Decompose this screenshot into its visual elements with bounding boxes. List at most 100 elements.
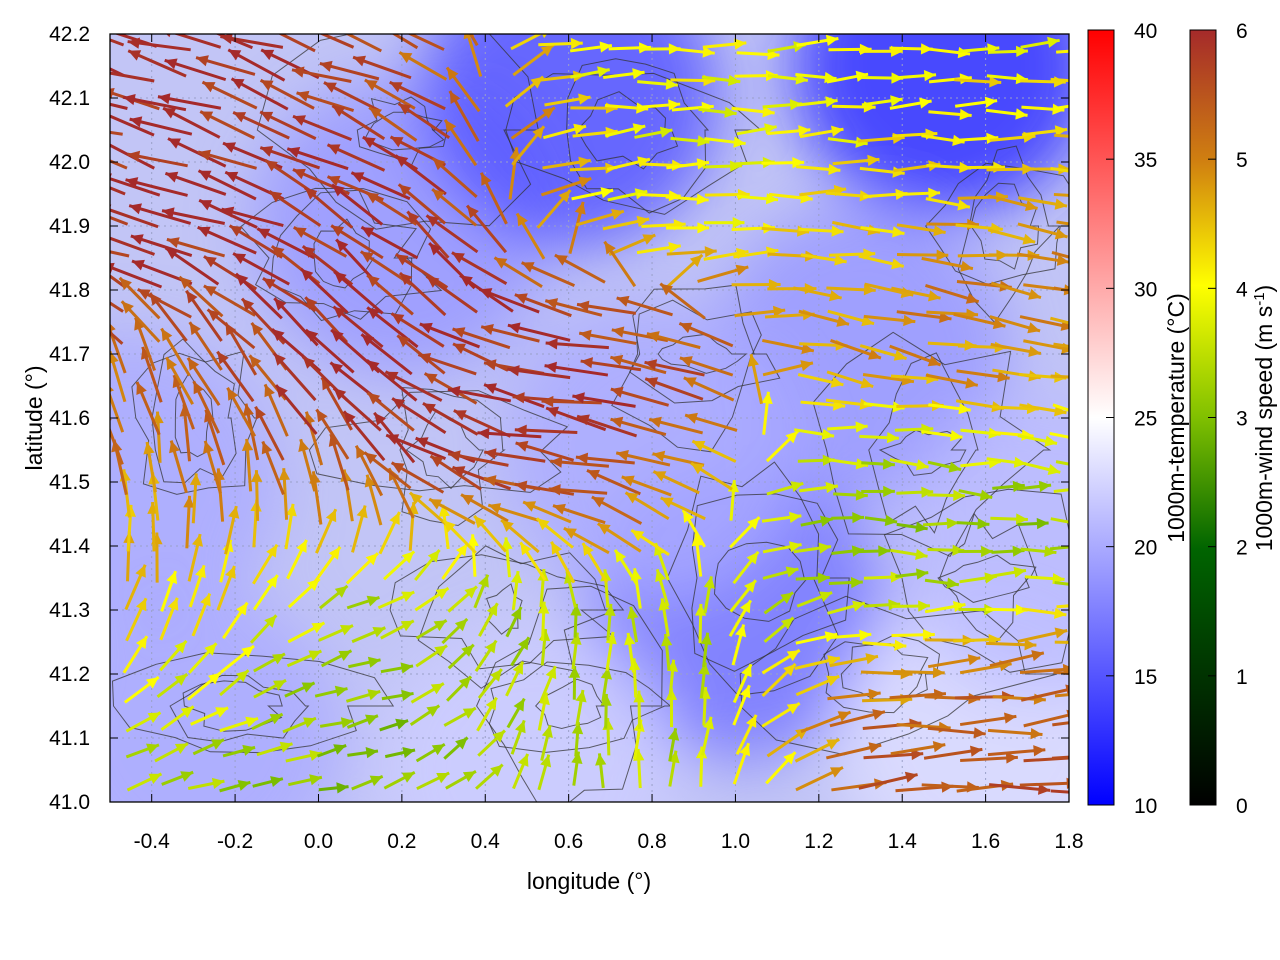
wind-vector-head: [882, 458, 895, 470]
wind-vector: [256, 227, 315, 260]
wind-vector-head: [830, 376, 844, 388]
wind-vector-head: [110, 139, 111, 141]
wind-vector-head: [903, 314, 916, 327]
wind-vector: [383, 770, 416, 790]
wind-vector-head: [928, 187, 941, 199]
wind-vector-head: [933, 225, 946, 237]
wind-vector: [761, 391, 773, 435]
wind-vector: [637, 78, 678, 90]
wind-vector: [595, 753, 607, 789]
wind-vector-head: [624, 633, 636, 646]
wind-vector-head: [580, 357, 593, 369]
wind-vector-head: [367, 275, 380, 287]
wind-vector-head: [514, 293, 528, 304]
wind-vector-head: [236, 602, 248, 616]
wind-vector: [921, 429, 963, 442]
wind-vector-head: [610, 354, 624, 366]
wind-vector: [627, 606, 639, 643]
wind-vector: [110, 38, 125, 47]
wind-vector-head: [402, 747, 415, 759]
wind-vector-shaft: [173, 34, 222, 49]
wind-vector: [443, 736, 469, 760]
wind-vector-head: [261, 49, 275, 61]
wind-vector: [346, 595, 380, 610]
wind-vector-head: [826, 675, 840, 687]
wind-vector-head: [364, 80, 378, 91]
wind-vector-head: [665, 78, 678, 90]
wind-vector-head: [308, 650, 322, 661]
wind-vector: [224, 505, 240, 555]
contour-line: [939, 512, 1039, 643]
wind-vector: [161, 207, 226, 225]
wind-vector-head: [208, 672, 221, 685]
wind-vector: [451, 465, 512, 491]
wind-vector-head: [739, 743, 751, 757]
wind-vector: [320, 649, 353, 668]
wind-vector-shaft: [1050, 517, 1069, 524]
wind-vector: [1053, 488, 1069, 493]
wind-vector-head: [697, 135, 710, 147]
wind-vector-head: [136, 598, 147, 612]
wind-vector-head: [819, 591, 833, 602]
wind-vector: [364, 474, 383, 526]
y-tick-label: 41.2: [49, 663, 90, 686]
wind-vector: [691, 439, 737, 463]
wind-vector-head: [1033, 745, 1046, 757]
wind-vector-head: [309, 774, 322, 786]
wind-vector-head: [186, 290, 198, 304]
wind-vector-head: [202, 82, 216, 93]
wind-vector: [157, 93, 222, 110]
wind-vector-head: [517, 213, 528, 227]
colorbar-tick-label: 20: [1134, 537, 1157, 560]
wind-vector-head: [633, 690, 645, 703]
wind-vector: [226, 387, 257, 437]
wind-vector-shaft: [110, 71, 155, 83]
wind-vector: [763, 591, 794, 615]
wind-vector-head: [1012, 545, 1025, 557]
wind-vector: [251, 470, 263, 521]
wind-vector-head: [1015, 73, 1028, 85]
wind-vector: [831, 512, 865, 524]
wind-vector: [330, 224, 384, 260]
wind-vector-head: [868, 742, 882, 754]
wind-vector-head: [1024, 639, 1037, 651]
wind-vector-head: [461, 494, 474, 506]
wind-vector: [125, 743, 160, 759]
wind-vector-head: [826, 739, 840, 750]
wind-vector-head: [488, 503, 502, 514]
wind-vector-head: [430, 683, 444, 695]
wind-vector: [110, 274, 126, 288]
wind-vector-head: [279, 741, 293, 753]
wind-vector-head: [188, 357, 200, 371]
wind-vector: [613, 549, 639, 585]
wind-vector: [575, 689, 587, 727]
wind-vector-head: [336, 782, 349, 794]
wind-vector-head: [965, 292, 979, 304]
wind-vector-head: [892, 226, 905, 238]
wind-vector: [127, 150, 188, 168]
wind-vector-head: [494, 257, 508, 269]
wind-vector-head: [610, 416, 624, 428]
wind-vector-shaft: [1052, 403, 1069, 412]
wind-vector: [221, 206, 284, 228]
wind-vector-head: [735, 624, 747, 638]
wind-colorbar-title: 1000m-wind speed (m s-1): [1251, 285, 1277, 551]
wind-vector: [222, 601, 249, 640]
wind-vector: [610, 416, 667, 436]
wind-vector-shaft: [1053, 104, 1069, 111]
wind-vector-shaft: [110, 102, 128, 110]
wind-vector-head: [386, 434, 400, 445]
wind-vector: [277, 34, 316, 53]
wind-vector: [318, 624, 354, 642]
wind-vector: [110, 67, 125, 77]
wind-vector-head: [668, 99, 681, 111]
wind-vector: [186, 356, 221, 406]
wind-vector: [331, 183, 384, 226]
wind-vector-head: [292, 168, 306, 180]
wind-vector: [159, 597, 179, 641]
wind-vector-head: [365, 714, 378, 726]
wind-vector: [830, 339, 882, 360]
wind-vector-head: [953, 489, 966, 502]
wind-vector-head: [401, 689, 414, 701]
wind-vector: [319, 584, 349, 610]
